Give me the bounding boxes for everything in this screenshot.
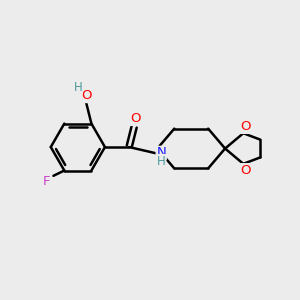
Text: O: O (130, 112, 140, 125)
Text: O: O (240, 164, 250, 177)
Text: H: H (74, 81, 82, 94)
Text: N: N (156, 146, 166, 159)
Text: O: O (81, 89, 92, 102)
Text: O: O (240, 120, 250, 133)
Text: H: H (157, 155, 166, 168)
Text: F: F (43, 175, 50, 188)
